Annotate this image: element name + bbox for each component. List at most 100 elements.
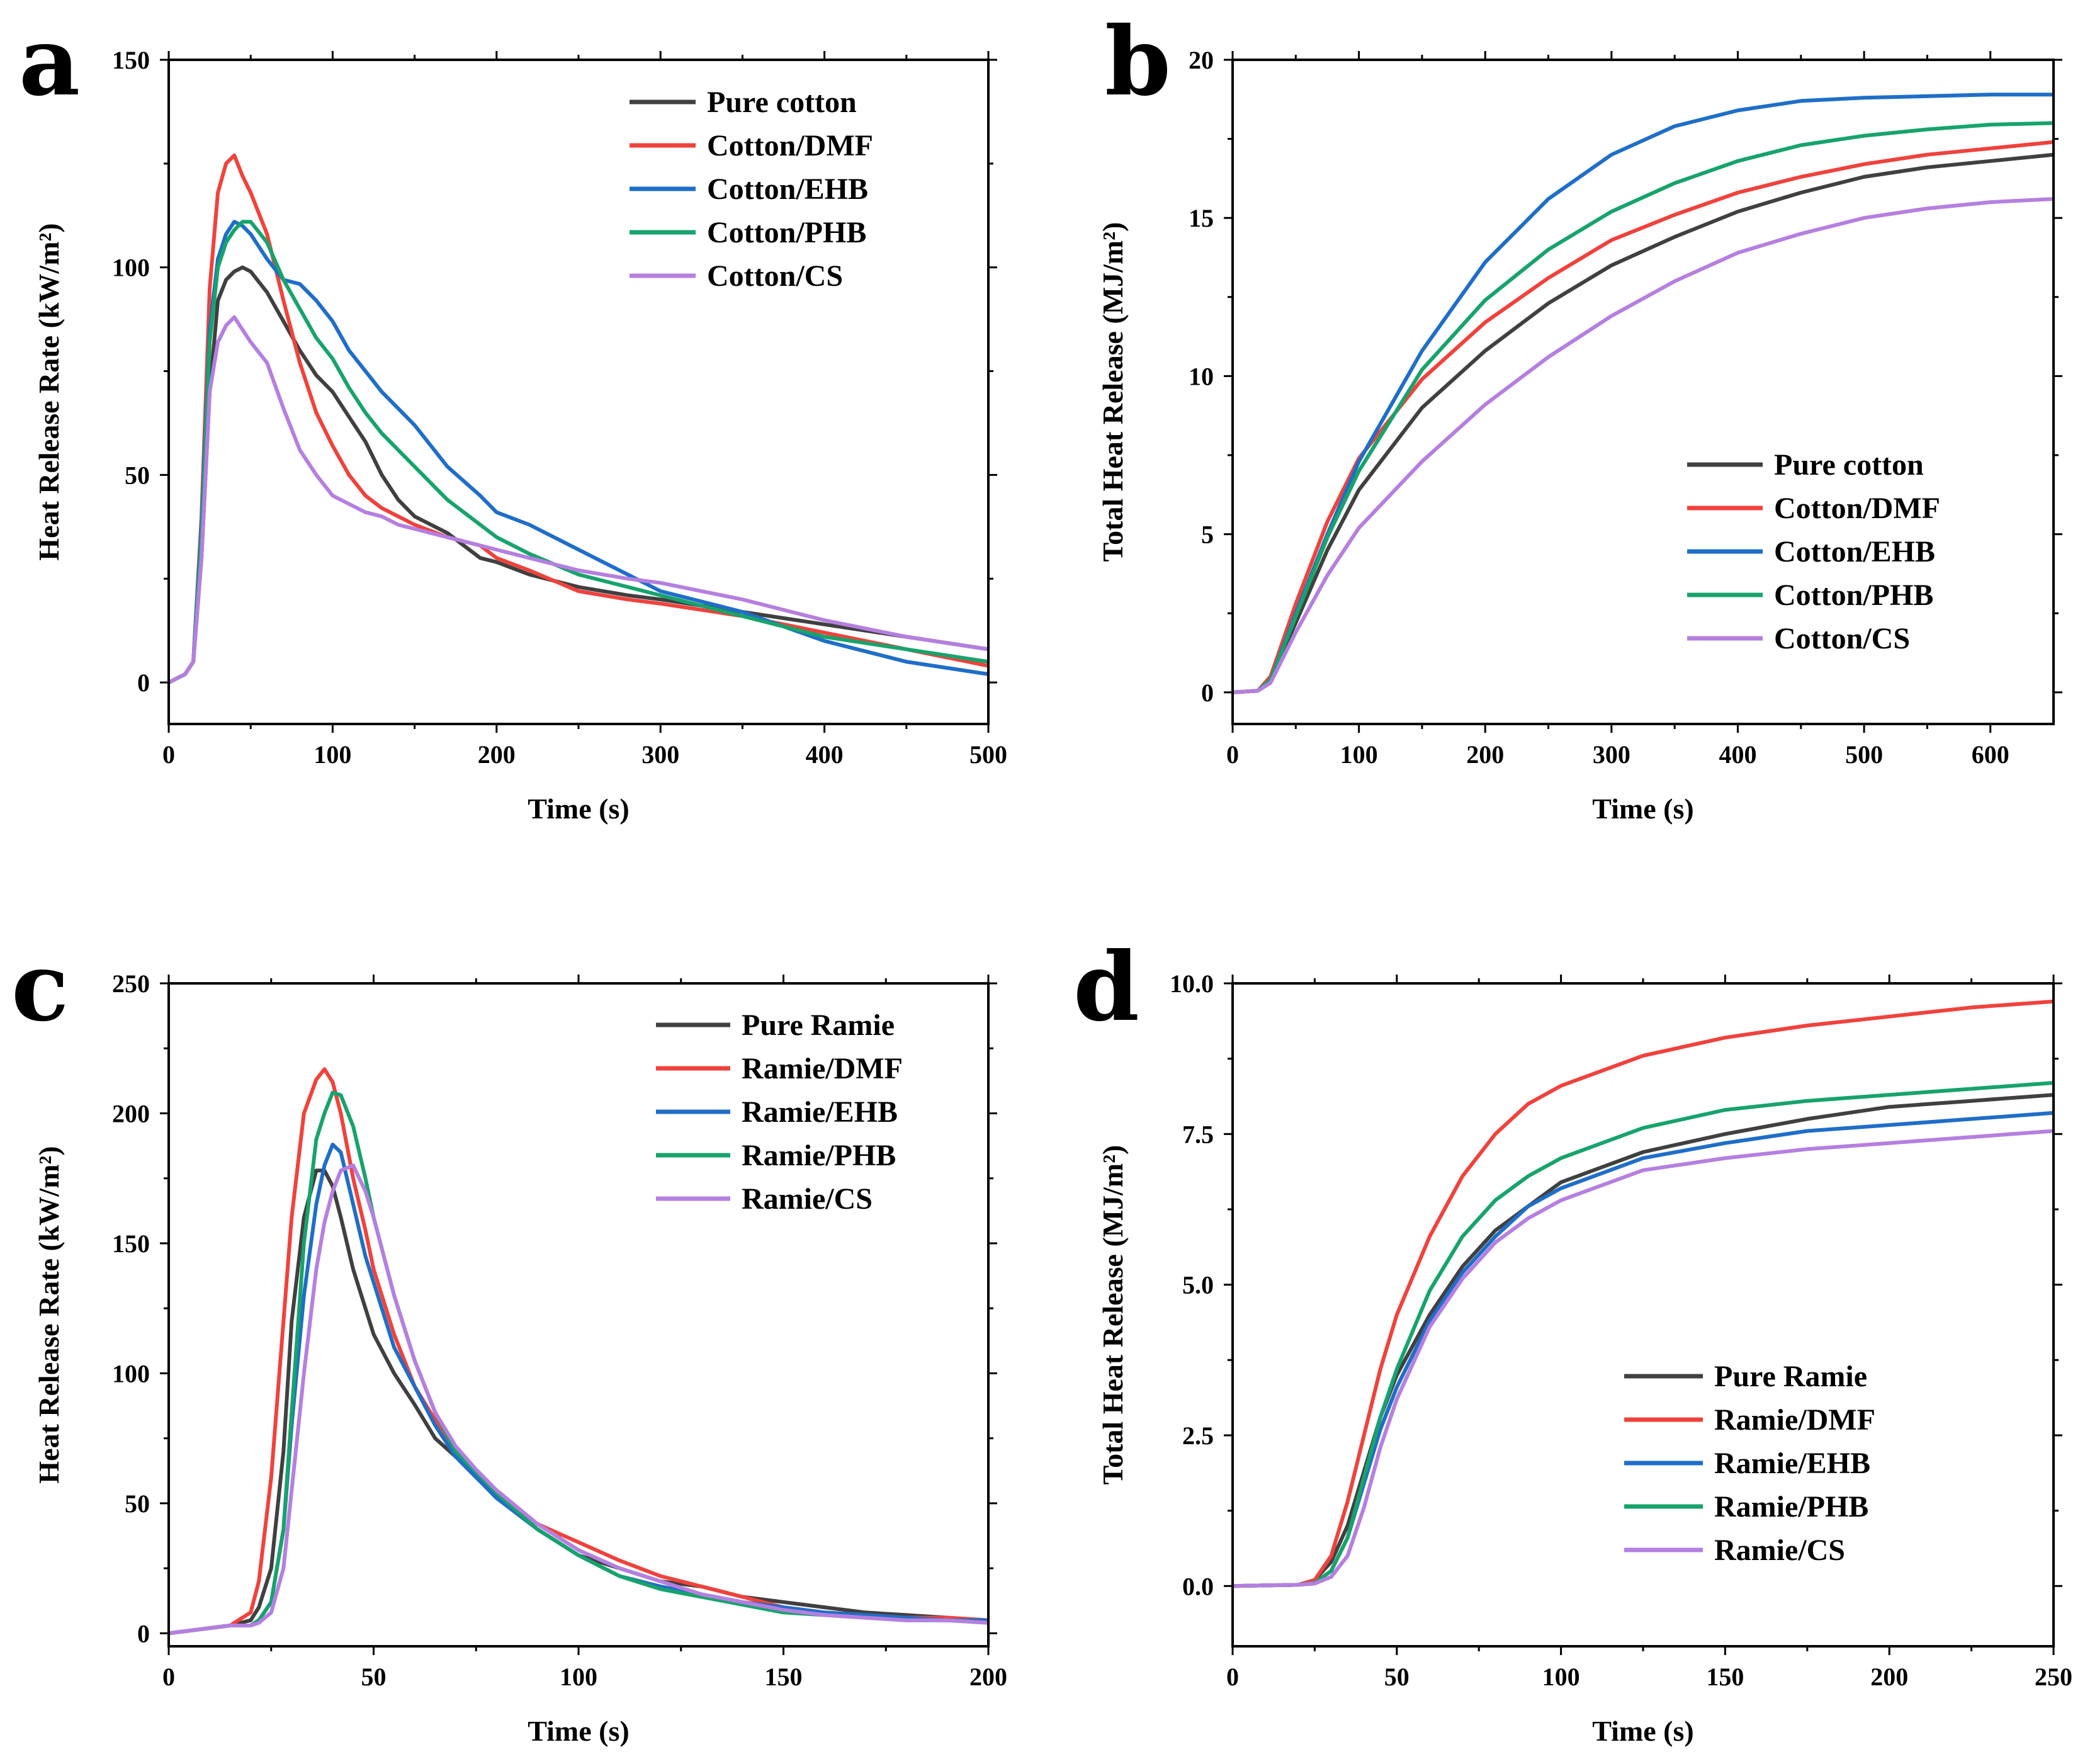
y-tick-label: 150 [112,46,150,74]
y-tick-label: 0.0 [1182,1572,1214,1600]
plot-frame [1231,982,2055,1648]
legend-label: Pure Ramie [1714,1360,1867,1393]
series-lines [169,1067,988,1636]
legend: Pure Ramie Ramie/DMF Ramie/EHB Ramie/PHB Ram… [656,1009,903,1216]
y-axis-title: Total Heat Release (MJ/m²) [1097,1145,1129,1485]
panel-c: c 0 50 100 150 200 0 50 100 150 200 250 Time (s) Heat… [11,932,1007,1747]
series-line-ramie-phb [1233,1081,2054,1588]
series-line-ramie-phb [169,1090,988,1636]
y-axis-title: Heat Release Rate (kW/m²) [33,1146,65,1483]
series-line-cotton-phb [1233,121,2054,694]
legend-label: Cotton/DMF [1774,492,1940,525]
legend-label: Cotton/EHB [707,172,868,206]
x-axis-title: Time (s) [528,793,629,825]
legend-label: Cotton/CS [707,259,843,293]
legend: Pure cotton Cotton/DMF Cotton/EHB Cotton/PH… [630,86,873,293]
x-tick-label: 150 [765,1663,803,1691]
y-tick-label: 50 [125,461,150,489]
x-tick-label: 300 [641,740,679,769]
x-axis-title: Time (s) [1592,1715,1693,1747]
panel-letter: b [1105,6,1171,117]
y-tick-label: 0 [1201,679,1214,707]
legend-label: Ramie/DMF [1714,1403,1875,1437]
series-line-cotton-dmf [1233,140,2054,694]
legend-label: Cotton/CS [1774,622,1910,655]
x-tick-label: 100 [560,1663,597,1691]
legend: Pure Ramie Ramie/DMF Ramie/EHB Ramie/PHB Ram… [1624,1360,1875,1567]
x-tick-label: 0 [1226,740,1239,769]
legend-label: Cotton/DMF [707,129,873,162]
x-tick-label: 0 [1226,1663,1239,1691]
y-tick-label: 5.0 [1182,1271,1214,1299]
legend-label: Ramie/EHB [1714,1447,1870,1480]
legend-label: Cotton/PHB [707,216,866,249]
series-line-ramie-cs [169,1163,988,1636]
y-tick-label: 7.5 [1182,1120,1214,1148]
x-tick-label: 150 [1706,1663,1744,1691]
x-axis-title: Time (s) [1592,793,1693,825]
x-tick-label: 300 [1593,740,1630,769]
series-lines [1233,999,2054,1588]
x-tick-label: 100 [314,740,351,769]
y-tick-label: 2.5 [1182,1422,1214,1450]
x-tick-label: 200 [1466,740,1504,769]
series-line-pure-cotton [169,265,988,685]
y-tick-label: 250 [112,970,150,998]
x-tick-label: 100 [1542,1663,1580,1691]
series-line-ramie-dmf [1233,999,2054,1588]
series-line-pure-ramie [1233,1093,2054,1588]
x-tick-label: 0 [162,1663,175,1691]
x-tick-label: 400 [1719,740,1756,769]
y-tick-label: 10.0 [1170,970,1214,998]
plot-frame [1231,59,2055,725]
x-tick-label: 500 [969,740,1007,769]
y-tick-label: 5 [1201,521,1214,549]
x-tick-label: 500 [1845,740,1883,769]
legend-label: Pure cotton [1774,448,1924,482]
y-tick-label: 0 [137,1619,150,1648]
panel-letter: a [19,6,80,117]
legend-label: Ramie/PHB [1714,1490,1868,1524]
x-tick-label: 200 [969,1663,1007,1691]
series-lines [1233,93,2054,694]
legend-label: Ramie/EHB [742,1095,898,1129]
y-tick-label: 100 [112,1359,150,1388]
y-axis-title: Heat Release Rate (kW/m²) [33,223,65,560]
x-tick-label: 200 [478,740,516,769]
legend-label: Ramie/CS [1714,1534,1845,1567]
x-tick-label: 50 [361,1663,387,1691]
legend-label: Cotton/PHB [1774,579,1933,612]
y-tick-label: 50 [125,1490,150,1518]
series-line-cotton-phb [169,220,988,685]
x-tick-label: 50 [1384,1663,1410,1691]
panel-b: b 0 100 200 300 400 500 600 0 5 10 15 20 Time (s) Tota… [1097,6,2062,825]
x-axis-title: Time (s) [528,1715,629,1747]
series-line-cotton-dmf [169,153,988,685]
panel-letter: c [11,932,69,1043]
series-line-cotton-ehb [169,220,988,685]
legend-label: Pure Ramie [742,1009,895,1042]
y-axis-title: Total Heat Release (MJ/m²) [1097,222,1129,562]
series-line-cotton-cs [169,315,988,685]
y-tick-label: 0 [137,669,150,697]
series-lines [169,153,988,685]
legend-label: Ramie/PHB [742,1139,896,1172]
y-tick-label: 150 [112,1230,150,1258]
legend-label: Pure cotton [707,86,857,119]
panel-letter: d [1073,932,1139,1043]
panel-a: a 0 100 200 300 400 500 0 50 100 150 Time (s) Heat R… [19,6,1007,825]
x-tick-label: 600 [1972,740,2009,769]
legend: Pure cotton Cotton/DMF Cotton/EHB Cotton/PH… [1687,448,1940,655]
series-line-ramie-dmf [169,1067,988,1636]
legend-label: Ramie/DMF [742,1052,903,1085]
x-tick-label: 0 [162,740,175,769]
y-tick-label: 20 [1189,46,1214,74]
y-tick-label: 200 [112,1099,150,1128]
x-tick-label: 100 [1340,740,1378,769]
x-tick-label: 400 [806,740,844,769]
legend-label: Ramie/CS [742,1182,873,1216]
y-tick-label: 10 [1189,362,1214,390]
y-tick-label: 15 [1189,204,1214,232]
series-line-ramie-ehb [1233,1111,2054,1588]
